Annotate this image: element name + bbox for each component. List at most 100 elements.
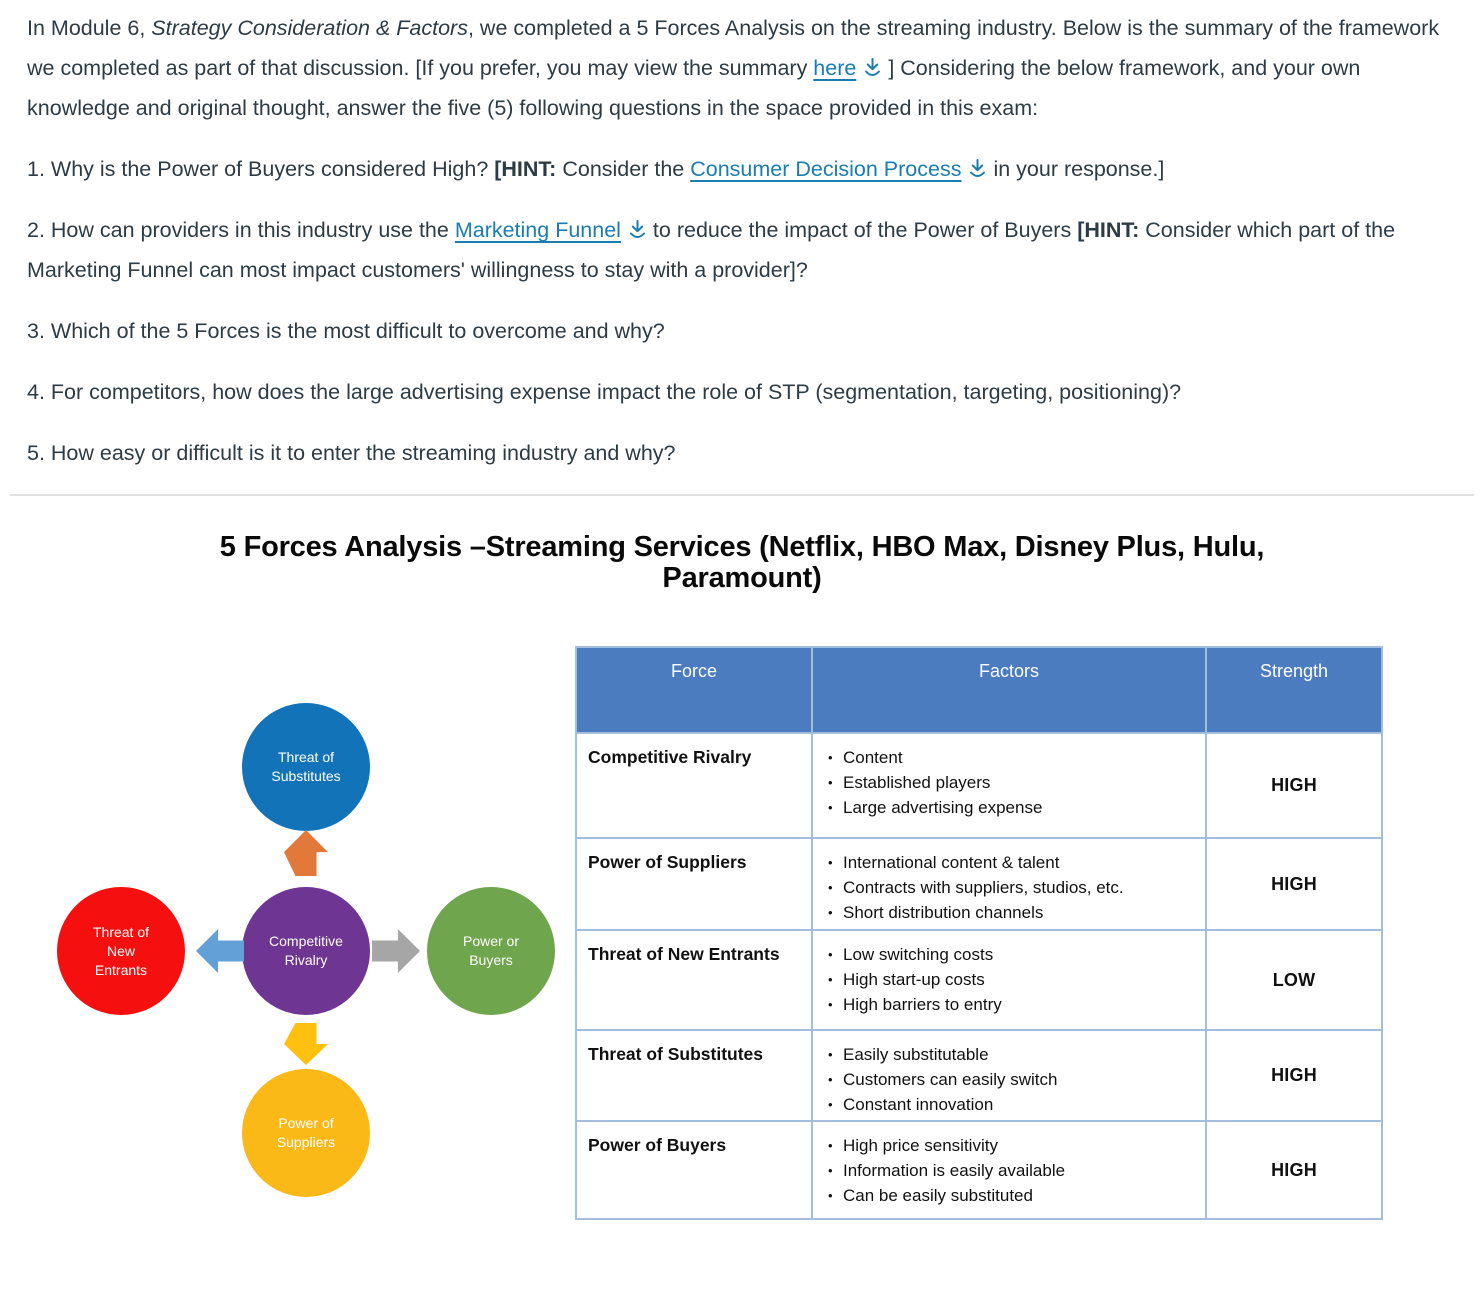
factor-text: Established players	[843, 773, 991, 792]
factor-text: International content & talent	[843, 853, 1060, 872]
force-name: Threat of Substitutes	[575, 1029, 813, 1122]
circle-label: Threat of New Entrants	[92, 923, 150, 978]
factor-text: Customers can easily switch	[843, 1070, 1058, 1089]
circle-power-or-buyers: Power or Buyers	[427, 887, 555, 1015]
factor-item: • High barriers to entry	[813, 992, 1205, 1017]
strength-value: HIGH	[1205, 732, 1383, 839]
bullet-icon: •	[828, 1047, 833, 1062]
q2-text-1: 2. How can providers in this industry us…	[27, 218, 455, 242]
circle-threat-of-substitutes: Threat of Substitutes	[242, 703, 370, 831]
strength-value: HIGH	[1205, 1029, 1383, 1122]
factor-item: • High start-up costs	[813, 967, 1205, 992]
circle-label: Competitive Rivalry	[269, 933, 343, 968]
bullet-icon: •	[828, 972, 833, 987]
quiz-description: In Module 6, Strategy Consideration & Fa…	[10, 8, 1474, 1240]
bullet-icon: •	[828, 1072, 833, 1087]
figure-title: 5 Forces Analysis –Streaming Services (N…	[27, 532, 1457, 594]
factors-list: • Content • Established players • Large adv…	[811, 732, 1207, 839]
factors-list: • Easily substitutable • Customers can eas…	[811, 1029, 1207, 1122]
circle-label: Power or Buyers	[462, 933, 520, 968]
bullet-icon: •	[828, 1138, 833, 1153]
bullet-icon: •	[828, 1097, 833, 1112]
right-arrow-icon	[372, 929, 420, 973]
factor-text: Easily substitutable	[843, 1045, 989, 1064]
table-row: Threat of Substitutes • Easily substituta…	[575, 1029, 1383, 1122]
module-name: Strategy Consideration & Factors	[151, 16, 468, 40]
bullet-icon: •	[828, 1163, 833, 1178]
factor-text: High barriers to entry	[843, 995, 1002, 1014]
factor-text: Information is easily available	[843, 1161, 1066, 1180]
factor-text: Can be easily substituted	[843, 1186, 1033, 1205]
factor-item: • Constant innovation	[813, 1092, 1205, 1117]
intro-paragraph: In Module 6, Strategy Consideration & Fa…	[27, 8, 1457, 128]
down-arrow-icon	[284, 1023, 328, 1065]
download-icon[interactable]	[968, 158, 987, 179]
factor-item: • Low switching costs	[813, 942, 1205, 967]
factor-item: • Short distribution channels	[813, 900, 1205, 925]
q2-text-2: to reduce the impact of the Power of Buy…	[646, 218, 1078, 242]
factor-item: • Easily substitutable	[813, 1042, 1205, 1067]
table-header-row: Force Factors Strength	[575, 646, 1383, 734]
five-forces-table: Force Factors Strength Competitive Rival…	[575, 646, 1383, 1220]
bullet-icon: •	[828, 800, 833, 815]
column-header-force: Force	[575, 646, 813, 734]
factor-item: • Contracts with suppliers, studios, etc.	[813, 875, 1205, 900]
factors-list: • Low switching costs • High start-up cost…	[811, 929, 1207, 1031]
circle-label: Power of Suppliers	[276, 1115, 336, 1150]
five-forces-figure: 5 Forces Analysis –Streaming Services (N…	[27, 496, 1457, 1240]
column-header-strength: Strength	[1205, 646, 1383, 734]
summary-here-link[interactable]: here	[813, 56, 857, 80]
factors-list: • High price sensitivity • Information is …	[811, 1120, 1207, 1220]
force-name: Threat of New Entrants	[575, 929, 813, 1031]
factor-item: • Established players	[813, 770, 1205, 795]
bullet-icon: •	[828, 855, 833, 870]
bullet-icon: •	[828, 1188, 833, 1203]
q1-text-1: 1. Why is the Power of Buyers considered…	[27, 157, 495, 181]
circle-threat-of-new-entrants: Threat of New Entrants	[57, 887, 185, 1015]
bullet-icon: •	[828, 947, 833, 962]
bullet-icon: •	[828, 775, 833, 790]
table-row: Competitive Rivalry • Content • Establishe…	[575, 732, 1383, 839]
factor-text: Short distribution channels	[843, 903, 1044, 922]
question-1: 1. Why is the Power of Buyers considered…	[27, 149, 1457, 189]
bullet-icon: •	[828, 880, 833, 895]
circle-label: Threat of Substitutes	[271, 749, 341, 784]
strength-value: LOW	[1205, 929, 1383, 1031]
factor-item: • Customers can easily switch	[813, 1067, 1205, 1092]
factor-text: High price sensitivity	[843, 1136, 998, 1155]
table-row: Power of Suppliers • International conten…	[575, 837, 1383, 931]
table-row: Threat of New Entrants • Low switching co…	[575, 929, 1383, 1031]
factor-text: Large advertising expense	[843, 798, 1043, 817]
factor-item: • International content & talent	[813, 850, 1205, 875]
table-row: Power of Buyers • High price sensitivity …	[575, 1120, 1383, 1220]
intro-text-2: , we completed a 5 Forces Analysis on th…	[27, 16, 1440, 80]
question-4: 4. For competitors, how does the large a…	[27, 380, 1182, 404]
strength-value: HIGH	[1205, 837, 1383, 931]
marketing-funnel-link[interactable]: Marketing Funnel	[454, 218, 621, 242]
intro-text-1: In Module 6,	[27, 16, 152, 40]
circle-power-of-suppliers: Power of Suppliers	[242, 1069, 370, 1197]
force-name: Competitive Rivalry	[575, 732, 813, 839]
factor-item: • Information is easily available	[813, 1158, 1205, 1183]
strength-value: HIGH	[1205, 1120, 1383, 1220]
q2-text-3: Consider which part of the Marketing Fun…	[27, 218, 1396, 282]
factor-item: • Can be easily substituted	[813, 1183, 1205, 1208]
download-icon[interactable]	[628, 219, 647, 240]
factor-text: High start-up costs	[843, 970, 985, 989]
bullet-icon: •	[828, 905, 833, 920]
factor-text: Contracts with suppliers, studios, etc.	[843, 878, 1124, 897]
q1-text-2: Consider the	[556, 157, 691, 181]
factor-item: • Large advertising expense	[813, 795, 1205, 820]
q2-hint-label: [HINT:	[1077, 218, 1140, 242]
bullet-icon: •	[828, 997, 833, 1012]
figure-title-line2: Paramount)	[662, 562, 822, 594]
bullet-icon: •	[828, 750, 833, 765]
download-icon[interactable]	[863, 57, 882, 78]
consumer-decision-process-link[interactable]: Consumer Decision Process	[690, 157, 962, 181]
left-arrow-icon	[196, 929, 244, 973]
factor-text: Content	[843, 748, 903, 767]
factor-item: • High price sensitivity	[813, 1133, 1205, 1158]
up-arrow-icon	[284, 830, 328, 876]
figure-title-line1: 5 Forces Analysis –Streaming Services (N…	[219, 531, 1265, 563]
